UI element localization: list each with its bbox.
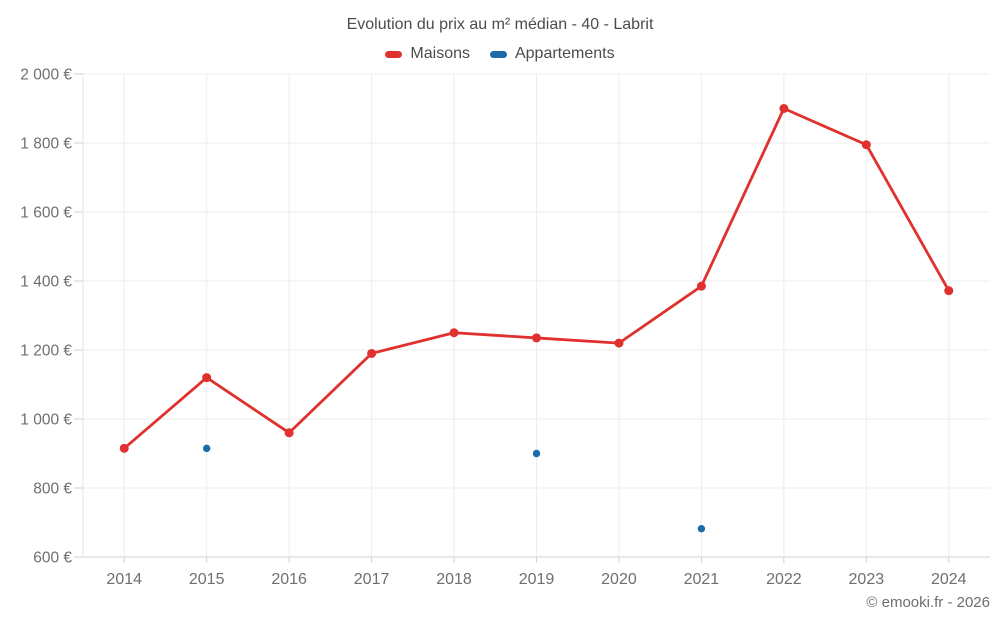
y-tick-label: 800 € xyxy=(33,481,72,498)
maisons-point[interactable] xyxy=(284,428,294,438)
y-tick-label: 1 200 € xyxy=(20,343,72,360)
x-tick-label: 2024 xyxy=(931,571,967,588)
maisons-swatch-icon xyxy=(385,50,403,58)
legend-item-maisons[interactable]: Maisons xyxy=(385,45,470,63)
maisons-point[interactable] xyxy=(119,443,129,453)
copyright: © emooki.fr - 2026 xyxy=(866,594,990,611)
legend-label-appartements: Appartements xyxy=(514,45,615,62)
x-tick-label: 2022 xyxy=(766,571,802,588)
x-tick-label: 2023 xyxy=(849,571,885,588)
x-tick-label: 2018 xyxy=(436,571,472,588)
legend: Maisons Appartements xyxy=(0,45,1000,63)
maisons-point[interactable] xyxy=(614,338,624,348)
maisons-point[interactable] xyxy=(449,328,459,338)
maisons-point[interactable] xyxy=(532,333,541,343)
y-tick-label: 2 000 € xyxy=(20,67,72,84)
maisons-point[interactable] xyxy=(779,104,789,113)
x-tick-label: 2019 xyxy=(519,571,555,588)
y-tick-label: 1 600 € xyxy=(20,205,72,222)
x-tick-label: 2017 xyxy=(354,571,390,588)
y-tick-label: 600 € xyxy=(33,550,72,567)
y-tick-label: 1 800 € xyxy=(20,136,72,153)
appartements-point[interactable] xyxy=(697,525,706,533)
maisons-point[interactable] xyxy=(367,348,377,358)
appartements-swatch-icon xyxy=(489,50,507,58)
x-tick-label: 2016 xyxy=(271,571,307,588)
maisons-point[interactable] xyxy=(861,140,871,150)
x-tick-label: 2020 xyxy=(601,571,637,588)
x-tick-label: 2015 xyxy=(189,571,225,588)
maisons-point[interactable] xyxy=(944,286,954,296)
maisons-point[interactable] xyxy=(696,281,706,291)
appartements-point[interactable] xyxy=(532,449,541,458)
maisons-point[interactable] xyxy=(202,373,212,383)
chart-title: Evolution du prix au m² médian - 40 - La… xyxy=(346,16,654,33)
x-tick-label: 2021 xyxy=(684,571,720,588)
x-tick-label: 2014 xyxy=(106,571,142,588)
legend-label-maisons: Maisons xyxy=(410,45,470,62)
y-tick-label: 1 400 € xyxy=(20,274,72,291)
y-tick-label: 1 000 € xyxy=(20,412,72,429)
legend-item-appartements[interactable]: Appartements xyxy=(489,45,615,63)
appartements-point[interactable] xyxy=(202,444,211,453)
